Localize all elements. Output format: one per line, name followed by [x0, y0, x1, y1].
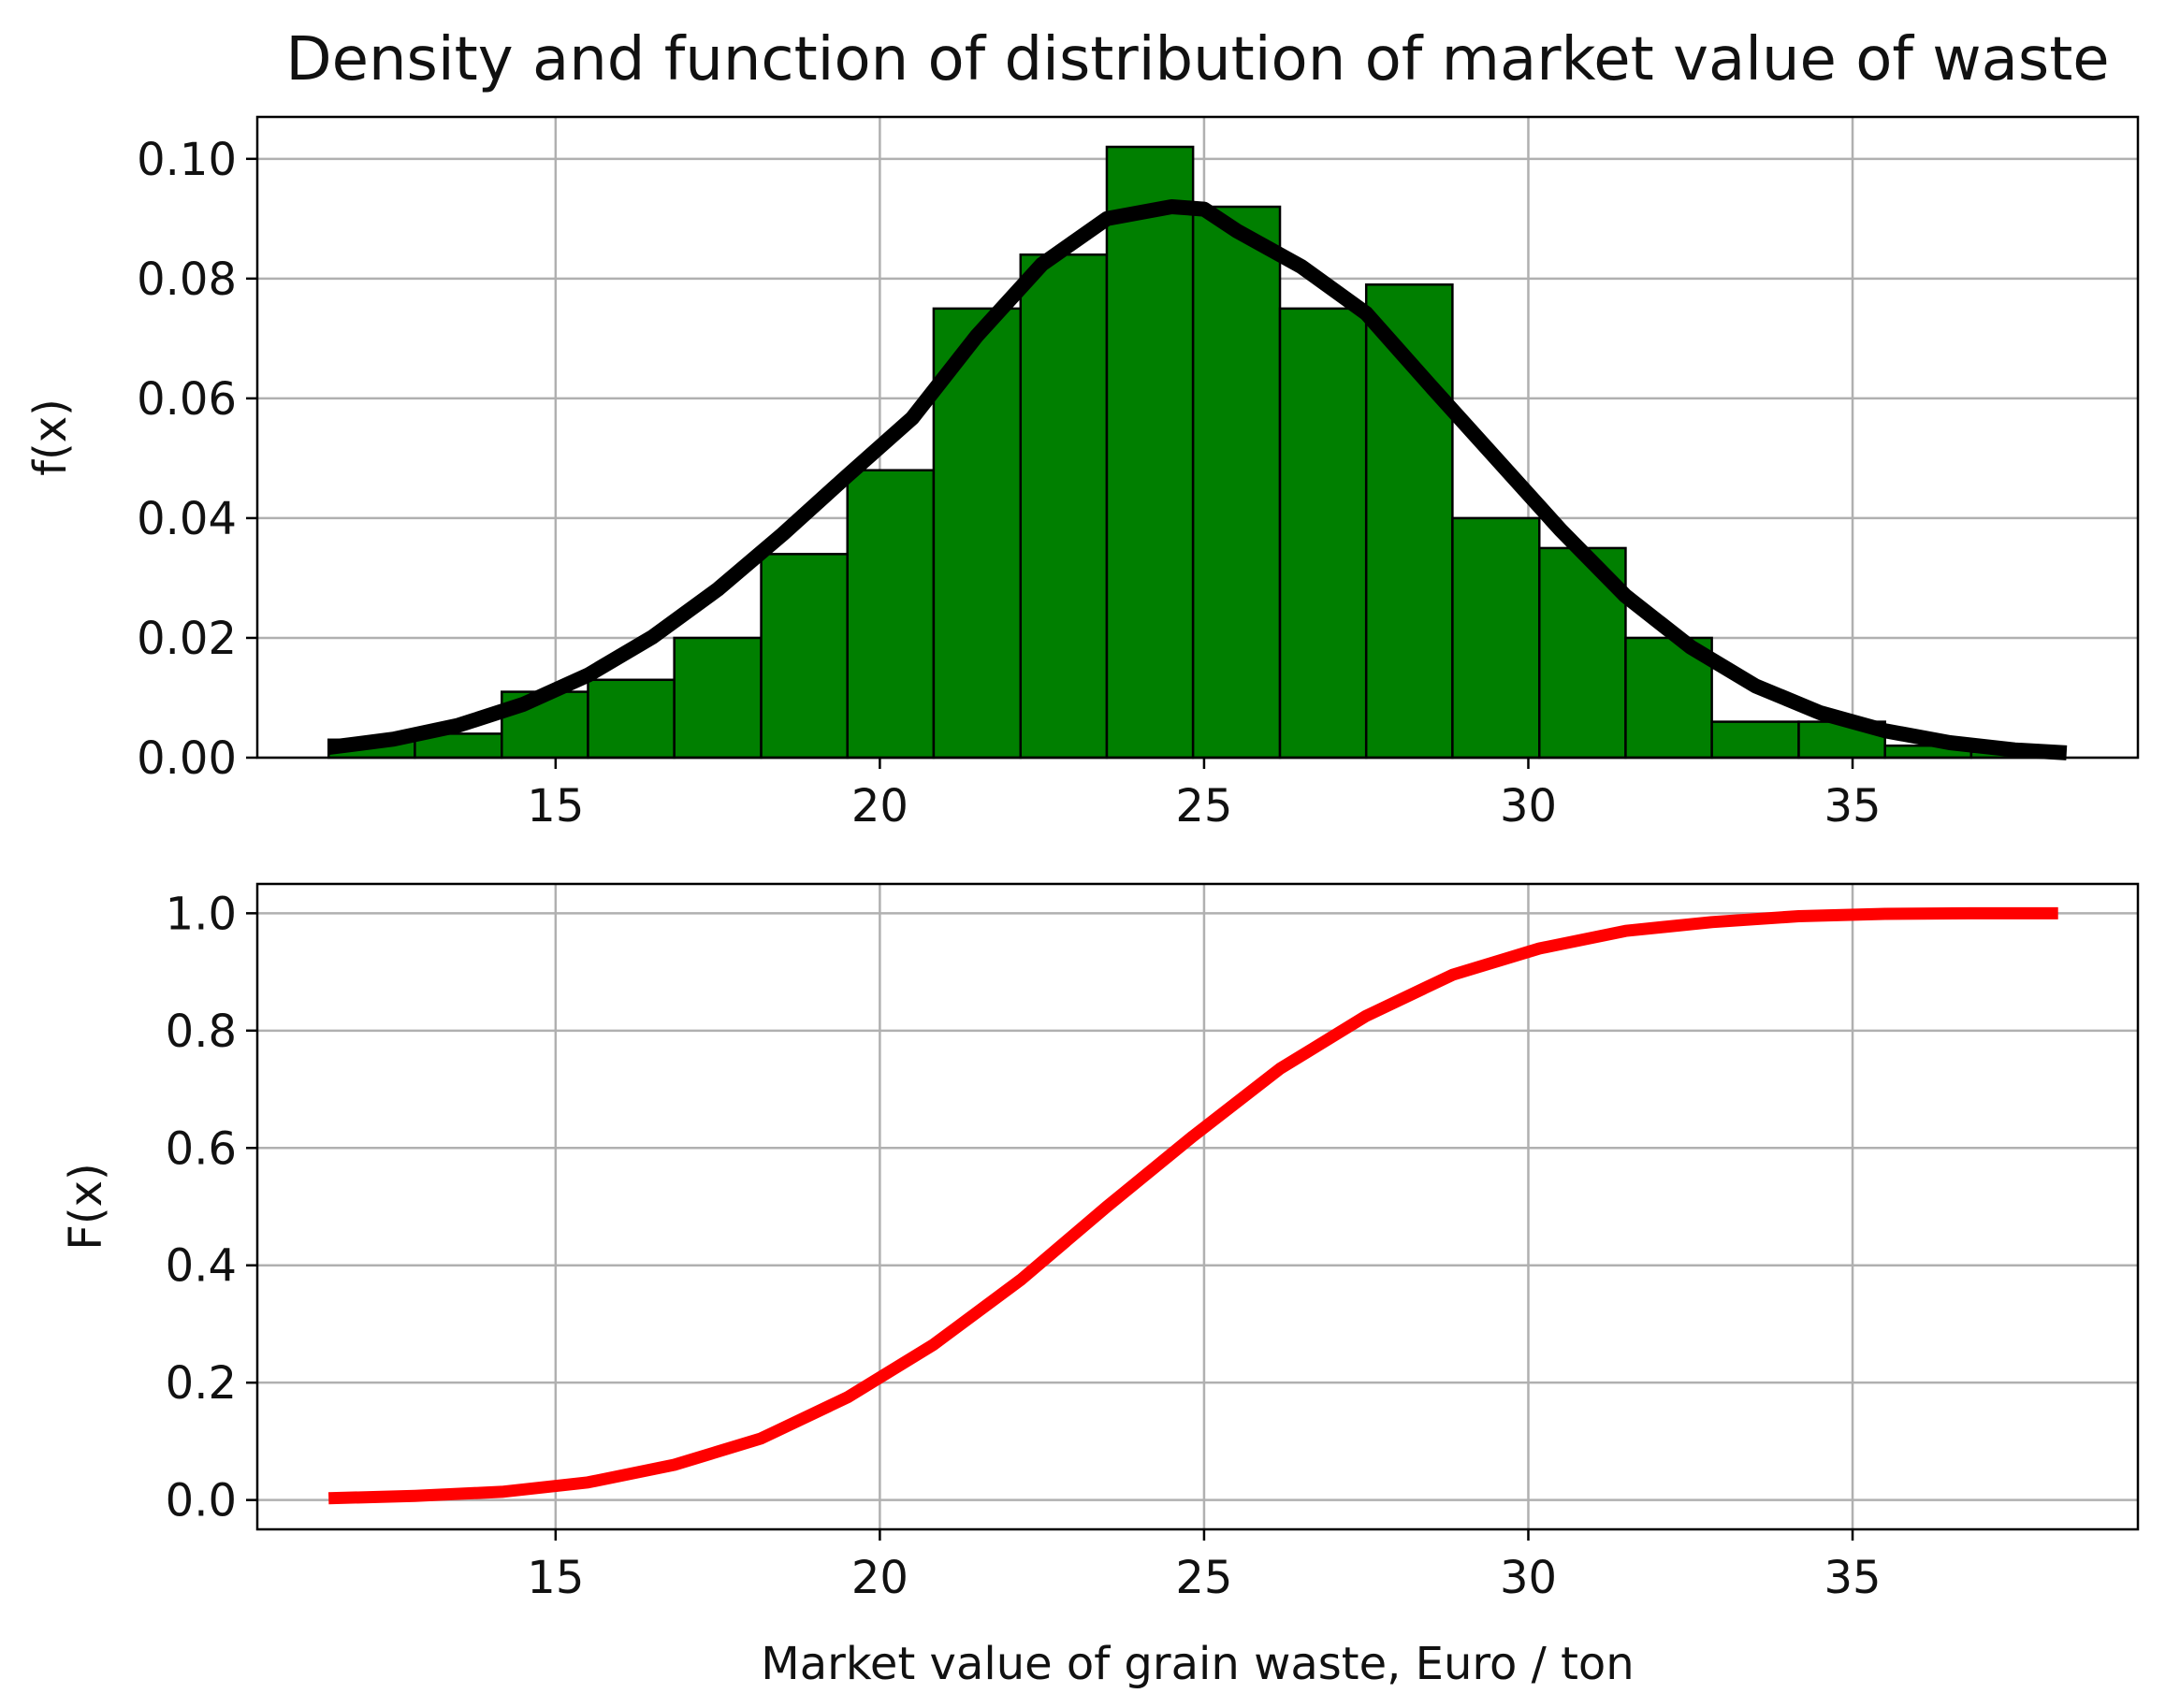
distribution-x-tick-label: 25 — [1175, 1552, 1232, 1604]
density-x-tick-label: 30 — [1500, 780, 1557, 832]
density-axes-frame — [255, 115, 2140, 760]
histogram-bar — [760, 553, 849, 760]
distribution-y-ticks: 0.0 0.2 0.4 0.6 0.8 1.0 — [166, 888, 257, 1527]
distribution-x-tick-label: 35 — [1824, 1552, 1881, 1604]
density-y-tick-label: 0.04 — [137, 493, 237, 545]
density-y-tick-label: 0.06 — [137, 373, 237, 426]
distribution-y-tick-label: 0.2 — [166, 1357, 237, 1410]
density-y-tick-label: 0.08 — [137, 253, 237, 306]
density-curve — [327, 199, 2068, 760]
density-y-tick-label: 0.10 — [137, 134, 237, 186]
distribution-x-tick-label: 30 — [1500, 1552, 1557, 1604]
density-frame — [255, 115, 2140, 760]
distribution-y-tick-label: 0.6 — [166, 1122, 237, 1175]
density-y-tick-label: 0.00 — [137, 732, 237, 785]
histogram-bar — [673, 636, 763, 760]
histogram-bars — [327, 145, 2059, 760]
distribution-y-tick-label: 1.0 — [166, 888, 237, 940]
distribution-y-tick-label: 0.0 — [166, 1475, 237, 1527]
density-x-tick-label: 20 — [851, 780, 908, 832]
distribution-y-tick-label: 0.4 — [166, 1240, 237, 1293]
distribution-grid — [257, 884, 2138, 1529]
histogram-bar — [1191, 205, 1282, 760]
distribution-axes-frame — [255, 882, 2140, 1531]
histogram-bar — [1105, 145, 1195, 760]
distribution-axes: 15 20 25 30 35 0.0 0.2 0.4 0.6 0.8 1.0 F(x) — [60, 882, 2140, 1604]
distribution-x-tick-label: 20 — [851, 1552, 908, 1604]
density-y-tick-label: 0.02 — [137, 613, 237, 665]
figure-title: Density and function of distribution of … — [285, 25, 2109, 94]
histogram-bar — [1710, 720, 1800, 760]
distribution-frame — [255, 882, 2140, 1531]
density-x-tick-label: 35 — [1824, 780, 1881, 832]
distribution-curve — [328, 906, 2058, 1505]
density-axes: 15 20 25 30 35 0.00 0.02 0.04 0.06 0.08 0.10 f(x) — [24, 115, 2140, 832]
density-x-tick-label: 15 — [527, 780, 584, 832]
distribution-y-tick-label: 0.8 — [166, 1006, 237, 1058]
histogram-bar — [846, 469, 936, 760]
density-y-label: f(x) — [24, 398, 77, 476]
density-y-ticks: 0.00 0.02 0.04 0.06 0.08 0.10 — [137, 134, 257, 785]
histogram-bar — [1278, 307, 1368, 760]
histogram-bar — [1019, 253, 1109, 760]
density-x-ticks: 15 20 25 30 35 — [527, 758, 1882, 832]
histogram-bar — [587, 678, 676, 760]
distribution-x-tick-label: 15 — [527, 1552, 584, 1604]
distribution-y-label: F(x) — [60, 1163, 112, 1250]
histogram-bar — [1451, 516, 1541, 760]
x-axis-label: Market value of grain waste, Euro / ton — [761, 1638, 1634, 1690]
density-series-line — [327, 199, 2068, 760]
density-x-tick-label: 25 — [1175, 780, 1232, 832]
distribution-x-ticks: 15 20 25 30 35 — [527, 1529, 1882, 1604]
distribution-series-line — [328, 906, 2058, 1505]
